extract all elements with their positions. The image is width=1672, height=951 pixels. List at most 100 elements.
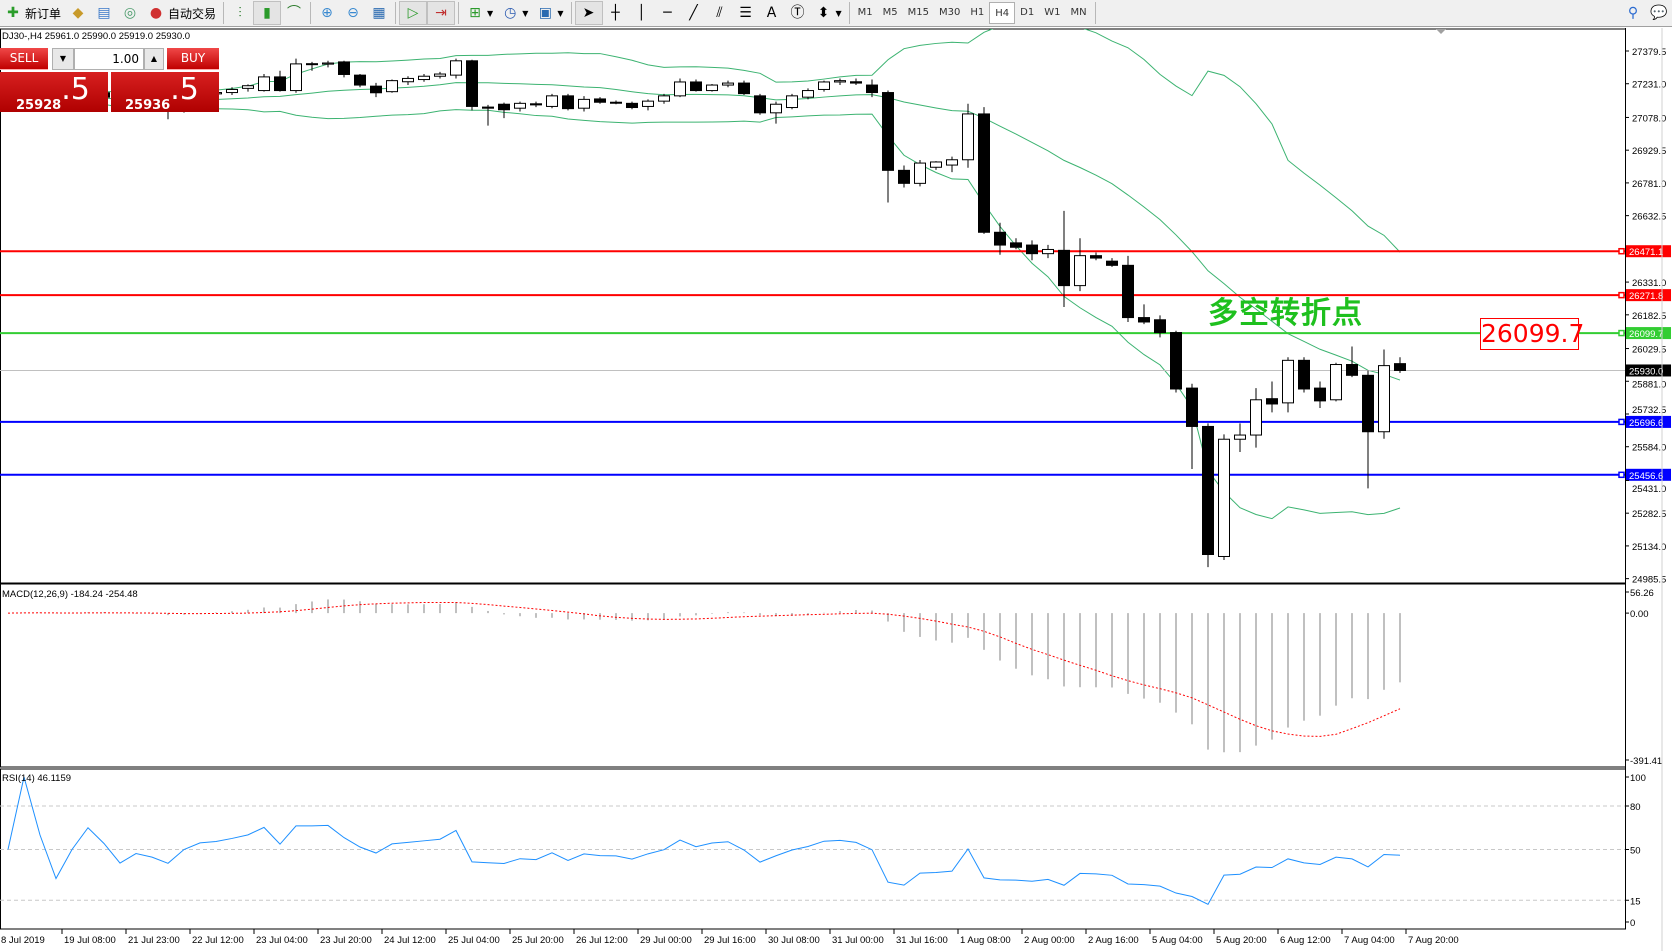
fibonacci-button[interactable]: ☰ (733, 1, 759, 25)
candle-body (930, 161, 942, 168)
vertical-line-icon: │ (637, 5, 646, 21)
price-axis-label: 25584.0 (1632, 443, 1666, 454)
chat-button[interactable]: 💬 (1646, 1, 1672, 25)
sell-price-button[interactable]: 25928.5 (0, 72, 108, 113)
new-order-button[interactable]: ✚ 新订单 (0, 1, 65, 25)
channel-button[interactable]: ⫽ (707, 1, 733, 25)
zoom-in-button[interactable]: ⊕ (314, 1, 340, 25)
price-axis-label: 27231.0 (1632, 80, 1666, 91)
rsi-line (7, 776, 1401, 905)
arrows-button[interactable]: ⬍ ▼ (811, 1, 846, 25)
bar-chart-button[interactable]: ⫶ (227, 1, 253, 25)
timeframe-d1[interactable]: D1 (1020, 7, 1035, 18)
time-axis-label: 23 Jul 20:00 (320, 935, 372, 946)
timeframe-m15[interactable]: M15 (907, 7, 930, 18)
market-button[interactable]: ▤ (91, 1, 117, 25)
dropdown-arrow-icon: ▼ (557, 8, 564, 18)
sell-price-main: 25928 (16, 98, 62, 113)
candle-body (994, 231, 1006, 246)
timeframe-m1[interactable]: M1 (857, 7, 873, 18)
zoom-out-button[interactable]: ⊖ (340, 1, 366, 25)
candle-body (818, 81, 830, 90)
price-label-box[interactable]: 26099.7 (1480, 318, 1585, 350)
vertical-line-button[interactable]: │ (629, 1, 655, 25)
candle (818, 80, 830, 92)
candle-body (626, 102, 638, 109)
bollinger-upper (7, 29, 1401, 253)
candle-body (1090, 255, 1102, 259)
separator (848, 2, 850, 24)
candle (882, 90, 894, 203)
candle (1202, 423, 1214, 568)
candle-body (1106, 260, 1118, 266)
line-chart-button[interactable]: ⌒ (281, 1, 307, 25)
chart-annotation-text[interactable]: 多空转折点 (1208, 296, 1363, 331)
auto-scroll-button[interactable]: ▷ (399, 1, 428, 25)
candle-body (1234, 434, 1246, 440)
candle-body (658, 95, 670, 102)
macd-label: MACD(12,26,9) -184.24 -254.48 (2, 589, 138, 600)
candle-body (898, 169, 910, 184)
text-button[interactable]: A (759, 1, 785, 25)
buy-price-button[interactable]: 25936.5 (111, 72, 219, 113)
time-axis-label: 29 Jul 16:00 (704, 935, 756, 946)
timeframe-h1[interactable]: H1 (970, 7, 985, 18)
history-button[interactable]: ◆ (65, 1, 91, 25)
timeframe-m5[interactable]: M5 (882, 7, 898, 18)
candle (530, 101, 542, 108)
candle (674, 78, 686, 98)
indicators-button[interactable]: ⊞ ▼ (462, 1, 497, 25)
tile-windows-button[interactable]: ▦ (366, 1, 392, 25)
crosshair-button[interactable]: ┼ (603, 1, 629, 25)
add-indicator-icon: ⊞ (469, 5, 481, 21)
buy-button[interactable]: BUY (167, 48, 219, 70)
template-icon: ▣ (538, 5, 552, 21)
text-label-button[interactable]: Ⓣ (785, 1, 811, 25)
auto-trading-button[interactable]: ● 自动交易 (143, 1, 220, 25)
macd-axis-label: 0.00 (1630, 609, 1649, 620)
candle-chart-button[interactable]: ▮ (253, 1, 282, 25)
time-axis (0, 930, 1672, 951)
timeframe-m30[interactable]: M30 (939, 7, 961, 18)
candle (274, 70, 286, 92)
candle-body (706, 84, 718, 92)
chart-window[interactable]: 26471.1 26271.8 26099.7 25696.6 25456.6 27379… (0, 28, 1672, 951)
auto-trading-label: 自动交易 (168, 6, 217, 21)
chart-shift-button[interactable]: ⇥ (427, 1, 456, 25)
candle-body (370, 85, 382, 94)
timeframe-w1[interactable]: W1 (1044, 7, 1061, 18)
separator (395, 2, 397, 24)
fibonacci-icon: ☰ (739, 5, 752, 21)
candle-body (226, 88, 238, 94)
signals-button[interactable]: ◎ (117, 1, 143, 25)
candle-body (1218, 438, 1230, 557)
chart-canvas[interactable]: 26471.1 26271.8 26099.7 25696.6 25456.6 27379… (0, 28, 1672, 951)
lot-size-input[interactable]: 1.00 (74, 48, 144, 70)
timeframe-mn[interactable]: MN (1070, 7, 1087, 18)
trendline-button[interactable]: ╱ (681, 1, 707, 25)
candle (258, 74, 270, 92)
price-axis-label: 26929.5 (1632, 146, 1666, 157)
sell-button[interactable]: SELL (0, 48, 48, 70)
lot-decrease-button[interactable]: ▼ (52, 48, 74, 70)
candle (706, 83, 718, 92)
horizontal-line-button[interactable]: ─ (655, 1, 681, 25)
candle-body (1138, 317, 1150, 323)
cursor-button[interactable]: ➤ (574, 1, 603, 25)
templates-button[interactable]: ▣ ▼ (532, 1, 567, 25)
candle (626, 101, 638, 110)
timeframe-h4[interactable]: H4 (989, 2, 1016, 24)
new-order-label: 新订单 (25, 6, 62, 21)
main-pane (0, 28, 1626, 584)
candle-body (914, 162, 926, 184)
candle (1138, 304, 1150, 325)
candle (994, 222, 1006, 255)
search-button[interactable]: ⚲ (1620, 1, 1646, 25)
lot-increase-button[interactable]: ▲ (144, 48, 164, 70)
periods-button[interactable]: ◷ ▼ (497, 1, 532, 25)
candle (466, 59, 478, 111)
candle (1250, 388, 1262, 448)
candle (786, 93, 798, 110)
trendline-icon: ╱ (689, 5, 698, 21)
candle-body (850, 81, 862, 84)
